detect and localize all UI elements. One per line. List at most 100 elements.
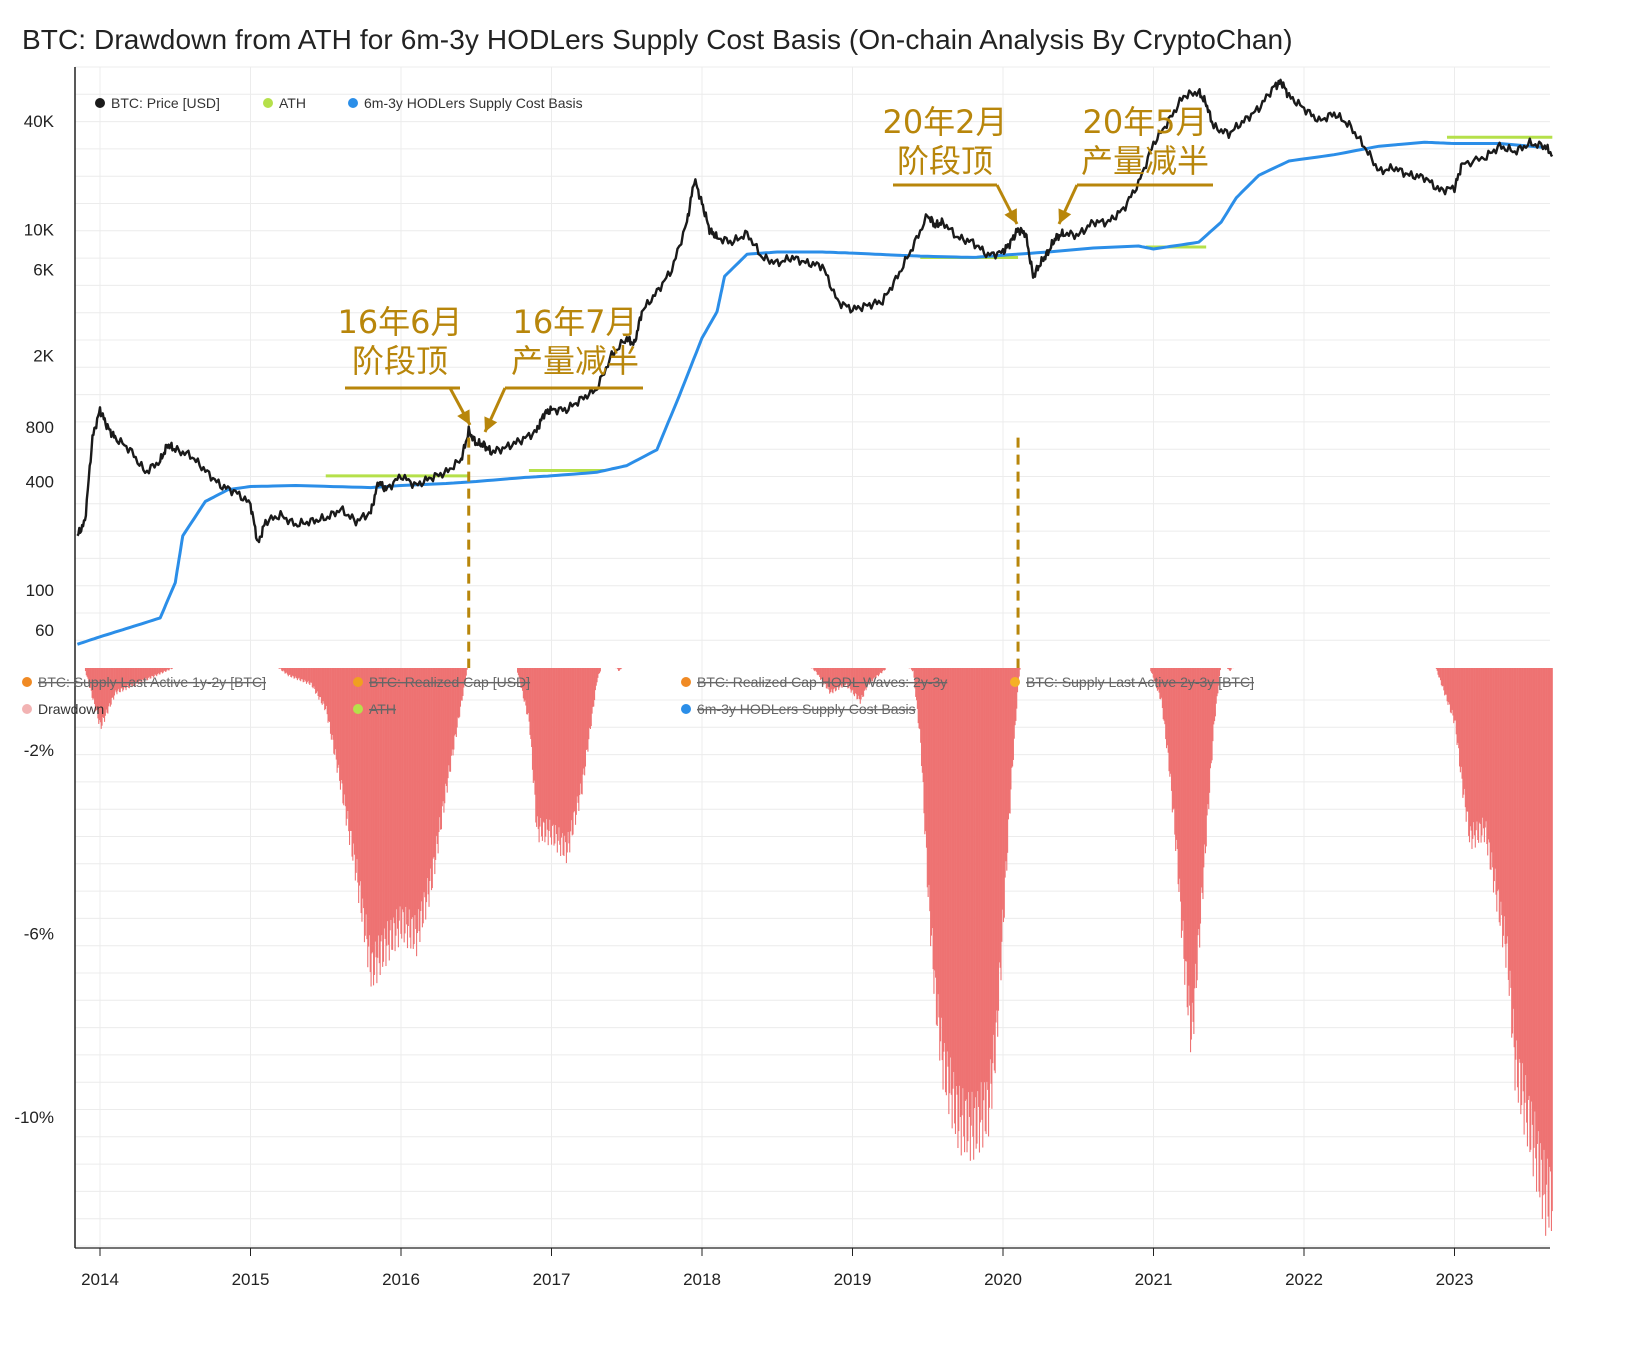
drawdown-bar: [586, 668, 588, 750]
drawdown-bar: [318, 668, 320, 700]
drawdown-bar: [868, 668, 870, 685]
drawdown-bar: [157, 668, 159, 674]
drawdown-bar: [1531, 668, 1533, 1102]
drawdown-bar: [1439, 668, 1442, 681]
drawdown-bar: [563, 668, 565, 856]
drawdown-bar: [824, 668, 826, 683]
drawdown-bar: [853, 668, 855, 695]
drawdown-bar: [142, 668, 144, 680]
drawdown-bar: [436, 668, 438, 844]
drawdown-bar: [1461, 668, 1463, 779]
drawdown-bar: [911, 668, 913, 672]
drawdown-bar: [1526, 668, 1528, 1147]
drawdown-bar: [1219, 668, 1221, 671]
legend-marker: [22, 704, 32, 714]
drawdown-bar: [373, 668, 375, 986]
drawdown-bar: [331, 668, 333, 735]
legend-marker: [353, 704, 363, 714]
x-tick-label: 2020: [984, 1270, 1022, 1289]
legend-item-bottom: BTC: Supply Last Active 1y-2y [BTC]: [22, 674, 266, 690]
drawdown-bar: [1011, 668, 1013, 768]
legend-label: BTC: Supply Last Active 2y-3y [BTC]: [1026, 674, 1254, 690]
drawdown-bar: [1516, 668, 1518, 1041]
annotation-line: 阶段顶: [897, 142, 993, 180]
drawdown-bar: [847, 668, 849, 689]
drawdown-bar: [1214, 668, 1216, 717]
drawdown-bar: [858, 668, 860, 696]
drawdown-bar: [447, 668, 449, 779]
drawdown-bar: [355, 668, 357, 873]
drawdown-bar: [994, 668, 996, 1074]
drawdown-bar: [326, 668, 328, 715]
drawdown-bar: [317, 668, 319, 696]
drawdown-bar: [339, 668, 341, 781]
drawdown-bar: [151, 668, 153, 676]
drawdown-bar: [1185, 668, 1187, 962]
annotation-line: 16年6月: [337, 303, 462, 341]
x-tick-label: 2014: [81, 1270, 119, 1289]
x-tick-label: 2017: [533, 1270, 571, 1289]
drawdown-bar: [1478, 668, 1480, 843]
drawdown-bar: [400, 668, 402, 934]
drawdown-bar: [848, 668, 850, 688]
drawdown-bar: [1174, 668, 1176, 835]
drawdown-bar: [579, 668, 581, 796]
drawdown-bar: [1156, 668, 1158, 689]
legend-label: 6m-3y HODLers Supply Cost Basis: [364, 95, 583, 111]
drawdown-bar: [1551, 668, 1553, 1212]
drawdown-bar: [1509, 668, 1511, 971]
drawdown-bar: [967, 668, 969, 1142]
drawdown-bar: [464, 668, 466, 682]
drawdown-bar: [1496, 668, 1498, 912]
drawdown-bar: [1453, 668, 1455, 724]
drawdown-bar: [1537, 668, 1539, 1132]
drawdown-bar: [1163, 668, 1165, 721]
drawdown-bar: [992, 668, 994, 1064]
drawdown-bar: [932, 668, 934, 970]
drawdown-bar: [164, 668, 166, 672]
drawdown-bar: [1507, 668, 1509, 980]
chart-title: BTC: Drawdown from ATH for 6m-3y HODLers…: [22, 24, 1293, 55]
drawdown-bar: [541, 668, 543, 841]
drawdown-bar: [1457, 668, 1459, 743]
drawdown-bar: [1468, 668, 1470, 836]
drawdown-bar: [1170, 668, 1172, 774]
drawdown-bar: [1462, 668, 1464, 798]
drawdown-bar: [593, 668, 595, 707]
drawdown-bar: [618, 668, 620, 671]
drawdown-bar: [927, 668, 929, 897]
drawdown-bar: [585, 668, 587, 750]
drawdown-bar: [590, 668, 592, 727]
drawdown-bar: [379, 668, 381, 976]
legend-marker: [1010, 677, 1020, 687]
drawdown-bar: [377, 668, 379, 958]
drawdown-bar: [344, 668, 346, 807]
drawdown-bar: [450, 668, 452, 756]
drawdown-bar: [1463, 668, 1466, 789]
legend-label: ATH: [369, 701, 396, 717]
drawdown-bar: [343, 668, 345, 806]
drawdown-bar: [363, 668, 366, 943]
drawdown-bar: [334, 668, 336, 755]
drawdown-bar: [290, 668, 292, 677]
drawdown-bar: [423, 668, 425, 893]
drawdown-bar: [1185, 668, 1187, 962]
drawdown-bar: [441, 668, 443, 807]
drawdown-bar: [969, 668, 971, 1161]
drawdown-bar: [839, 668, 841, 688]
drawdown-bar: [452, 668, 454, 756]
drawdown-bar: [862, 668, 864, 697]
drawdown-bar: [84, 668, 87, 672]
drawdown-bar: [1516, 668, 1519, 1088]
y-tick-label: 800: [26, 418, 54, 437]
drawdown-bar: [460, 668, 462, 701]
drawdown-bar: [620, 668, 622, 670]
drawdown-bar: [380, 668, 382, 942]
drawdown-bar: [997, 668, 1000, 1011]
drawdown-bar: [949, 668, 952, 1058]
drawdown-bar: [1535, 668, 1538, 1192]
drawdown-bar: [828, 668, 830, 690]
drawdown-bar: [819, 668, 822, 680]
drawdown-bar: [1483, 668, 1485, 843]
drawdown-bar: [310, 668, 313, 683]
